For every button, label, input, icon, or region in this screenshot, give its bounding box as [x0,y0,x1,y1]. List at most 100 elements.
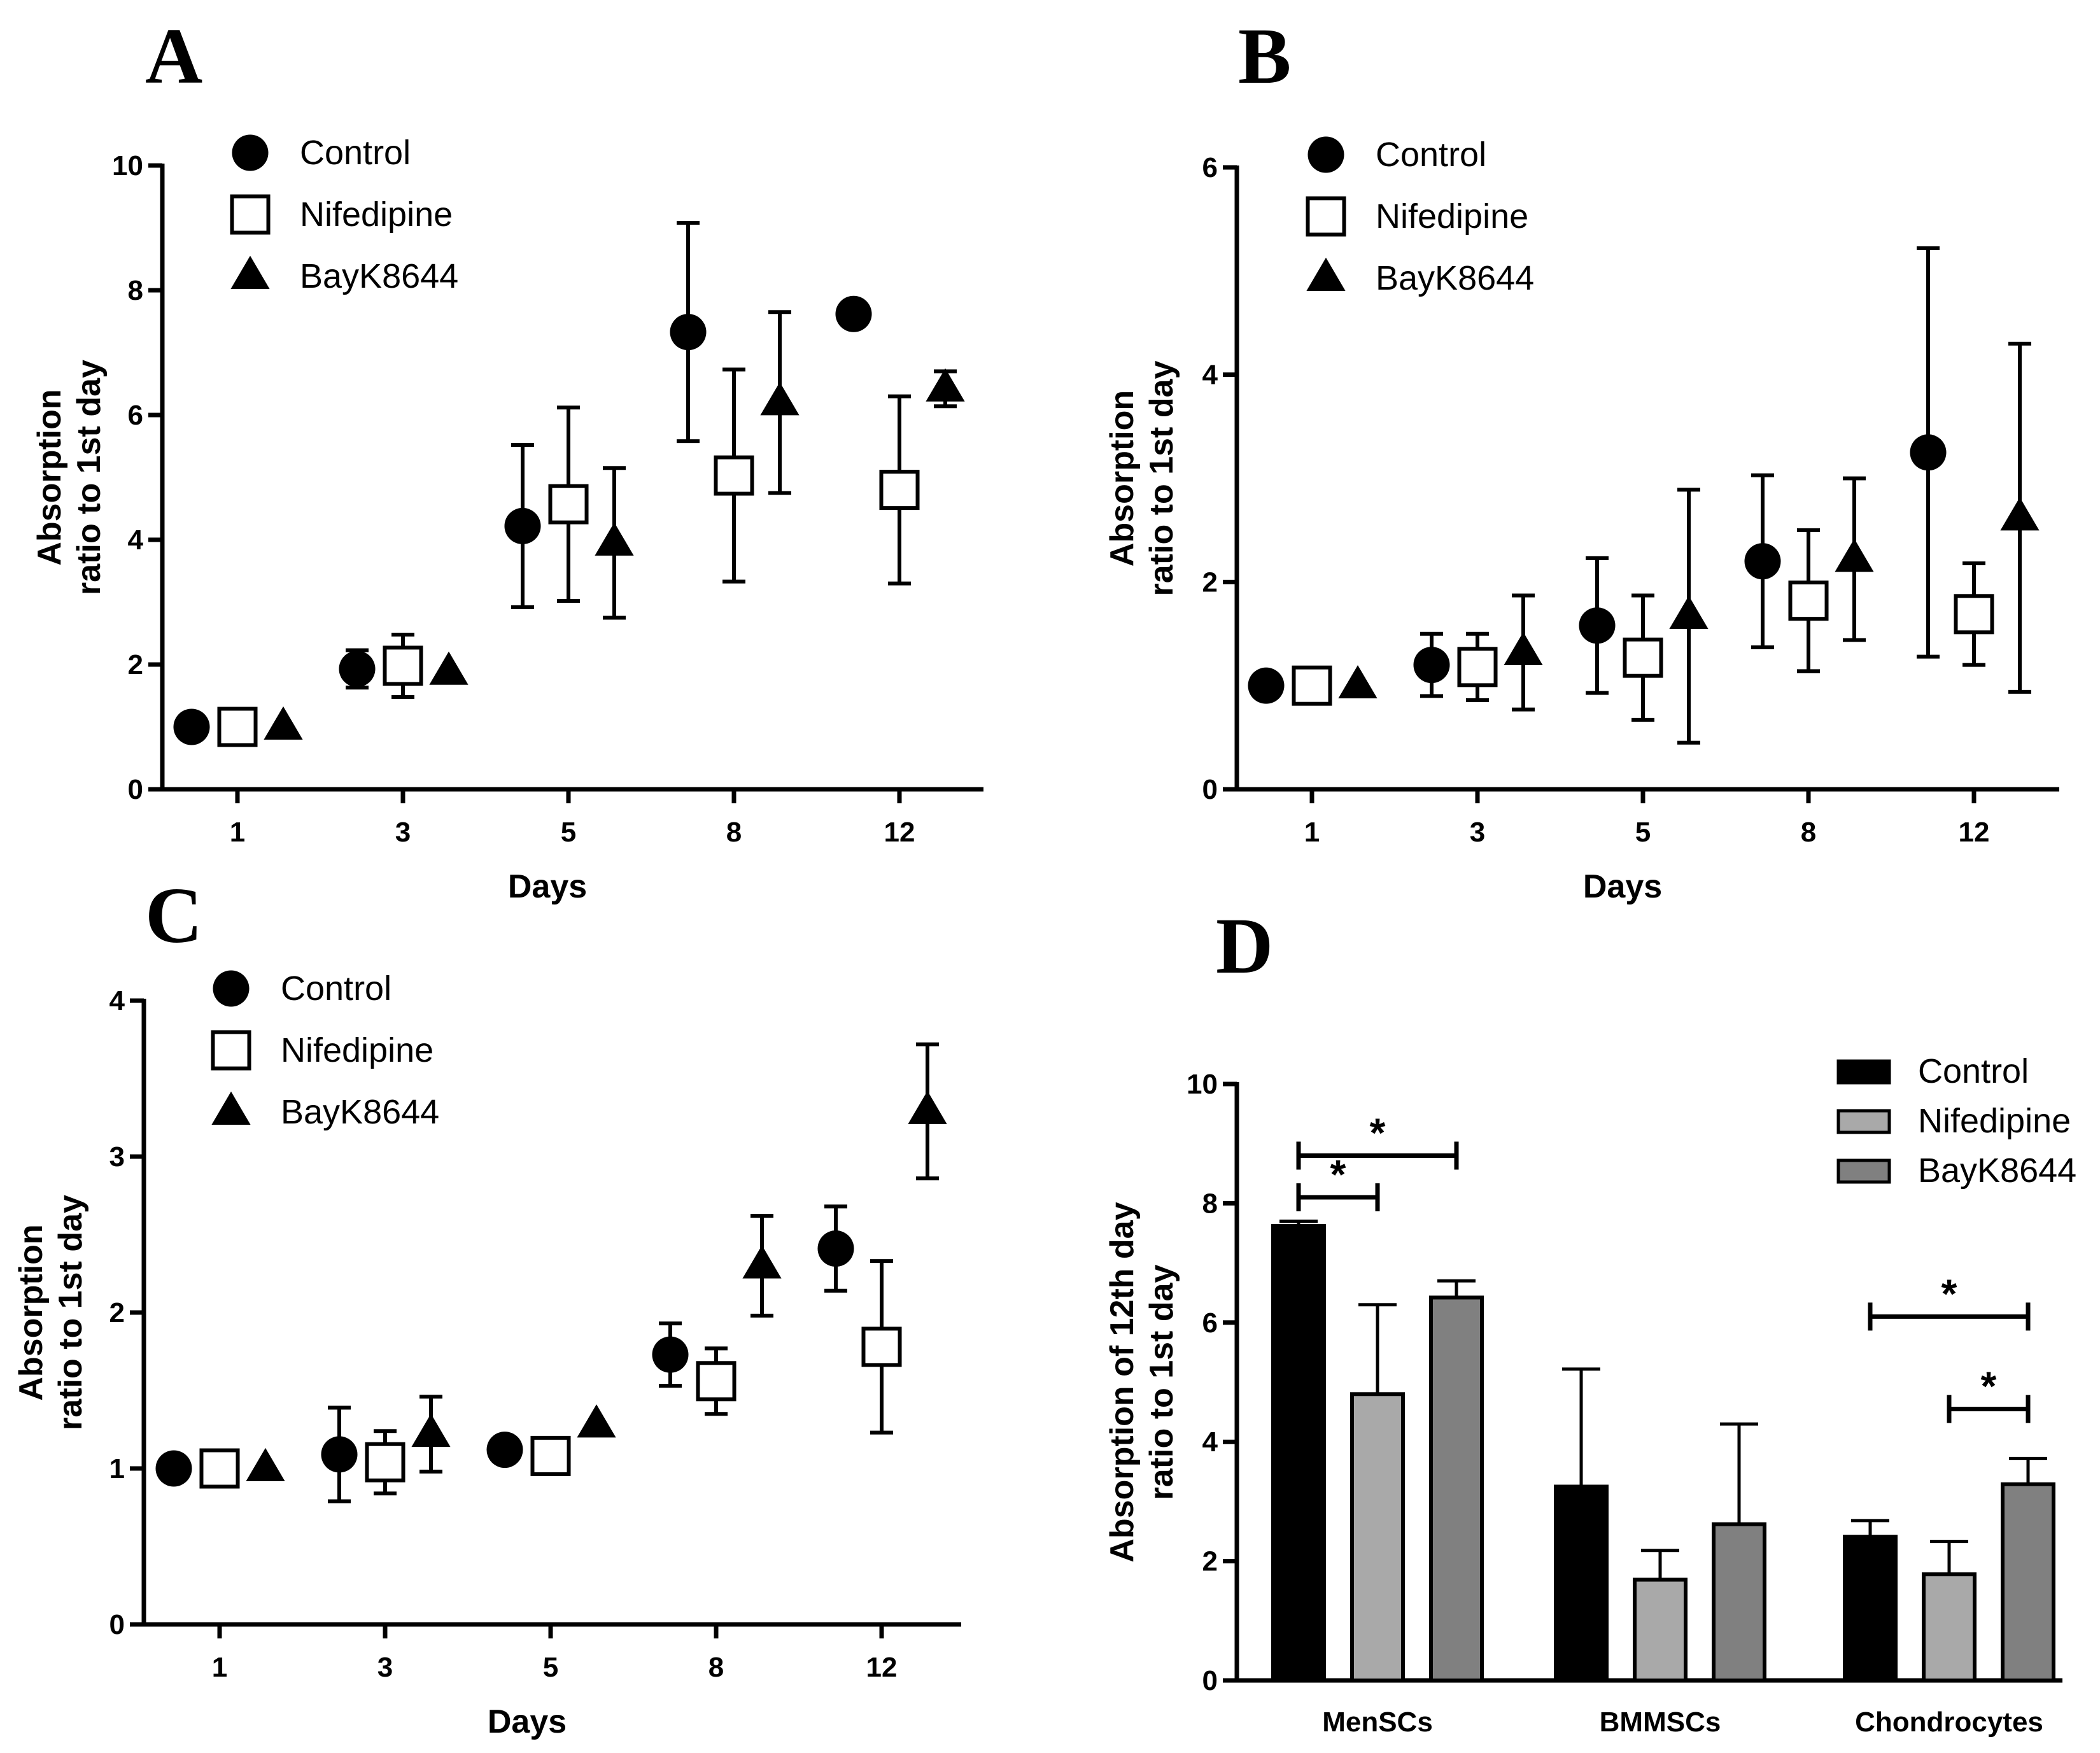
bar [1712,1522,1766,1683]
data-point-square [530,1435,571,1476]
data-point-circle [835,295,872,332]
legend-label: Nifedipine [300,195,453,234]
data-point-square [1623,637,1663,678]
legend-label: Control [281,969,391,1008]
y-tick-label: 4 [1202,360,1218,391]
legend-marker-square [230,194,271,235]
data-point-circle [670,314,707,351]
x-axis-title: Days [508,868,587,905]
y-axis-title-line: ratio to 1st day [52,1195,89,1430]
data-point-square [861,1327,902,1367]
legend-label: Control [300,134,411,172]
y-tick-label: 2 [128,649,143,680]
y-tick-label: 8 [1202,1188,1218,1219]
series-bayk8644 [246,1042,947,1481]
data-point-square [696,1361,736,1402]
y-tick-label: 6 [128,400,143,431]
series-nifedipine [217,367,920,747]
y-tick-label: 1 [109,1453,125,1484]
y-axis-title-line: ratio to 1st day [1143,360,1180,596]
significance-asterisk: * [1370,1109,1386,1155]
data-point-circle [1248,667,1285,704]
data-point-triangle [926,368,965,402]
y-tick-label: 4 [128,524,144,556]
legend: Control Nifedipine BayK8644 [1306,136,1534,297]
x-tick-label: BMMSCs [1600,1707,1721,1738]
legend-marker-triangle [211,1091,251,1125]
legend-label: BayK8644 [1376,259,1534,297]
x-tick-label: 1 [1304,817,1320,848]
series-bayk8644 [264,310,965,740]
bar [1429,1295,1484,1683]
data-point-circle [1910,434,1947,471]
legend-marker-circle [213,970,250,1007]
legend-label: Nifedipine [281,1031,433,1069]
y-tick-label: 0 [109,1609,125,1640]
panel-d-bar-chart: 0 2 4 6 8 10 Absorption of 12th dayratio to 1s… [1104,1052,2076,1738]
data-point-square [383,645,423,686]
y-tick-label: 2 [109,1297,125,1328]
y-tick-label: 10 [112,150,143,181]
panel-b-letter: B [1238,13,1291,101]
x-tick-label: 1 [230,817,245,848]
data-point-circle [1579,607,1616,644]
y-axis-title: Absorptionratio to 1st day [31,360,108,595]
x-tick-label: 3 [1470,817,1485,848]
x-axis-title: Days [1583,868,1662,905]
legend-swatch [1836,1158,1891,1184]
x-tick-label: 5 [1635,817,1651,848]
series-bayk8644 [1338,341,2040,745]
y-axis-title: Absorptionratio to 1st day [1104,360,1180,596]
y-tick-label: 3 [109,1141,125,1172]
legend-marker-circle [1307,136,1344,173]
series-control [1271,1220,1898,1683]
y-tick-label: 0 [1202,1665,1218,1696]
data-point-circle [339,651,376,687]
data-point-triangle [2000,497,2040,531]
legend-label: BayK8644 [300,257,458,295]
data-point-square [1457,647,1498,687]
data-point-square [879,470,920,510]
y-axis-title-line: ratio to 1st day [71,360,108,595]
data-point-square [365,1442,405,1482]
legend-swatch [1836,1059,1891,1085]
bar [2001,1482,2055,1683]
x-tick-label: 1 [212,1652,227,1683]
legend-swatch [1836,1109,1891,1134]
bar [1843,1535,1898,1683]
legend-marker-circle [232,134,269,171]
data-point-circle [817,1230,854,1267]
legend-label: Control [1918,1052,2029,1090]
y-tick-label: 6 [1202,1307,1218,1339]
x-tick-label: MenSCs [1322,1707,1433,1738]
data-point-square [199,1448,240,1489]
bar [1271,1224,1326,1682]
series-control [173,221,872,745]
legend: Control Nifedipine BayK8644 [1836,1052,2076,1190]
data-point-square [217,707,258,747]
panel-b-scatter-chart: 0 2 4 6 Absorptionratio to 1st day 1 3 5 8 12 Days… [1104,136,2059,905]
y-axis-title: Absorption of 12th dayratio to 1st day [1104,1202,1180,1562]
legend-marker-square [1306,196,1346,237]
x-tick-label: 8 [708,1652,724,1683]
bar [1922,1572,1977,1683]
data-point-triangle [246,1447,285,1481]
data-point-triangle [1669,595,1709,630]
y-axis-title-line: Absorption [13,1224,50,1400]
data-point-square [1292,665,1332,706]
data-point-triangle [577,1404,616,1438]
y-tick-label: 2 [1202,1546,1218,1577]
legend-label: Control [1376,136,1486,174]
data-point-triangle [595,522,634,556]
legend-label: Nifedipine [1376,197,1528,236]
x-tick-label: 5 [543,1652,558,1683]
significance-bracket: * [1296,1151,1380,1212]
y-tick-label: 4 [1202,1426,1218,1458]
data-point-circle [1413,647,1450,684]
series-bayk8644 [1429,1279,2055,1683]
x-axis-title: Days [488,1703,567,1740]
panel-c-letter: C [145,872,202,960]
data-point-triangle [1835,539,1874,572]
